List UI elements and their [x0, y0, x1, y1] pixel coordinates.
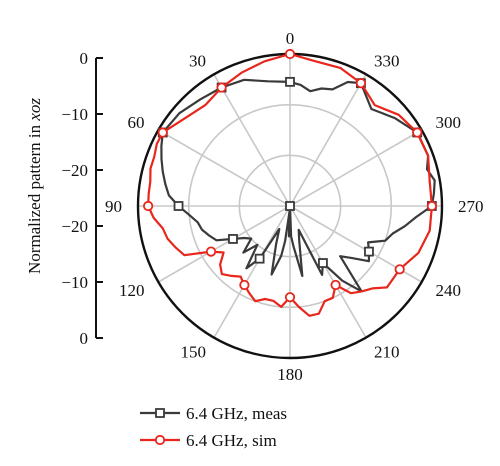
marker-meas-0: [285, 76, 295, 87]
legend-label-meas: 6.4 GHz, meas: [186, 404, 287, 423]
series-group: [143, 48, 437, 317]
marker-sim-120: [205, 246, 217, 257]
angle-label-270: 270: [458, 197, 484, 216]
marker-meas-210: [318, 258, 328, 268]
radial-tick-label-1: −10: [61, 105, 88, 124]
polar-grid: [136, 52, 444, 360]
marker-sim-30: [216, 82, 227, 93]
angle-label-120: 120: [119, 281, 145, 300]
radial-tick-label-5: 0: [80, 329, 89, 348]
angle-label-30: 30: [189, 52, 206, 71]
angle-label-240: 240: [435, 281, 461, 300]
angle-label-0: 0: [286, 29, 295, 48]
grid-spoke-150: [213, 205, 291, 339]
marker-sim-150: [239, 279, 250, 291]
legend-marker-meas: [155, 408, 165, 418]
radial-axis: 0 −10 −20 −20 −10 0: [61, 49, 103, 348]
series-line-meas: [160, 78, 436, 293]
angle-label-330: 330: [374, 52, 400, 71]
marker-sim-270: [426, 200, 437, 212]
grid-spoke-330: [289, 73, 367, 207]
legend-label-sim: 6.4 GHz, sim: [186, 431, 277, 450]
angle-label-300: 300: [435, 113, 461, 132]
legend: 6.4 GHz, meas 6.4 GHz, sim: [140, 404, 287, 450]
legend-item-sim: 6.4 GHz, sim: [140, 431, 277, 450]
legend-item-meas: 6.4 GHz, meas: [140, 404, 287, 423]
radial-tick-label-4: −10: [61, 273, 88, 292]
angle-label-150: 150: [181, 342, 207, 361]
grid-spoke-30: [213, 73, 291, 207]
marker-meas-180: [285, 201, 295, 211]
angle-label-60: 60: [128, 113, 145, 132]
y-axis-label: Normalized pattern in xoz: [25, 98, 44, 274]
marker-sim-60: [157, 127, 168, 138]
grid-spoke-60: [157, 129, 291, 207]
radial-tick-label-0: 0: [80, 49, 89, 68]
radial-tick-label-2: −20: [61, 161, 88, 180]
angle-labels: 0 30 60 90 120 150 180 210 240 270 300 330: [105, 29, 484, 384]
marker-sim-0: [284, 48, 296, 60]
marker-meas-90: [173, 201, 184, 211]
legend-marker-sim: [154, 434, 166, 446]
marker-sim-90: [143, 200, 154, 212]
marker-sim-180: [284, 292, 296, 303]
series-meas: [157, 76, 437, 293]
series-sim: [143, 48, 437, 317]
marker-meas-150: [254, 253, 265, 264]
radial-tick-label-3: −20: [61, 217, 88, 236]
marker-sim-210: [330, 279, 341, 291]
grid-spoke-120: [157, 205, 291, 283]
angle-label-90: 90: [105, 197, 122, 216]
grid-spoke-300: [289, 129, 423, 207]
angle-label-210: 210: [374, 342, 400, 361]
marker-sim-330: [355, 78, 367, 89]
grid-spoke-210: [289, 205, 367, 339]
marker-sim-240: [394, 264, 405, 275]
marker-sim-300: [412, 127, 423, 138]
angle-label-180: 180: [277, 365, 303, 384]
marker-meas-120: [228, 234, 238, 244]
marker-meas-240: [364, 246, 374, 257]
